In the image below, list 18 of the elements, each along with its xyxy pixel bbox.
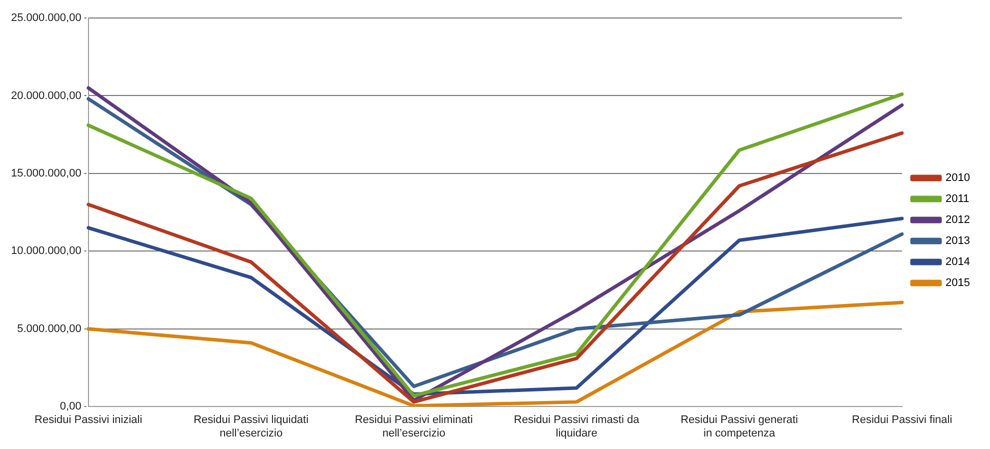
legend-label: 2015 — [946, 277, 970, 290]
x-tick-label: Residui Passivi rimasti da liquidare — [514, 414, 640, 440]
y-tick-label: 10.000.000,00 — [10, 245, 82, 258]
y-tick-label: 0,00 — [60, 400, 82, 413]
x-tick-label: Residui Passivi finali — [852, 414, 952, 426]
x-tick-label: Residui Passivi liquidati nell’esercizio — [194, 414, 309, 440]
legend-label: 2010 — [946, 172, 970, 184]
x-tick-label: Residui Passivi eliminati nell’esercizio — [354, 414, 473, 440]
y-tick-label: 20.000.000,00 — [10, 90, 82, 102]
legend-label: 2013 — [946, 235, 970, 248]
legend-label: 2014 — [946, 256, 970, 268]
y-tick-label: 25.000.000,00 — [10, 12, 82, 24]
x-tick-label: Residui Passivi iniziali — [34, 414, 142, 426]
y-tick-label: 15.000.000,00 — [10, 167, 82, 180]
y-tick-label: 5.000.000,00 — [17, 322, 82, 335]
legend-label: 2012 — [946, 214, 970, 226]
legend-label: 2011 — [946, 193, 970, 206]
x-tick-label: Residui Passivi generati in competenza — [680, 414, 798, 440]
